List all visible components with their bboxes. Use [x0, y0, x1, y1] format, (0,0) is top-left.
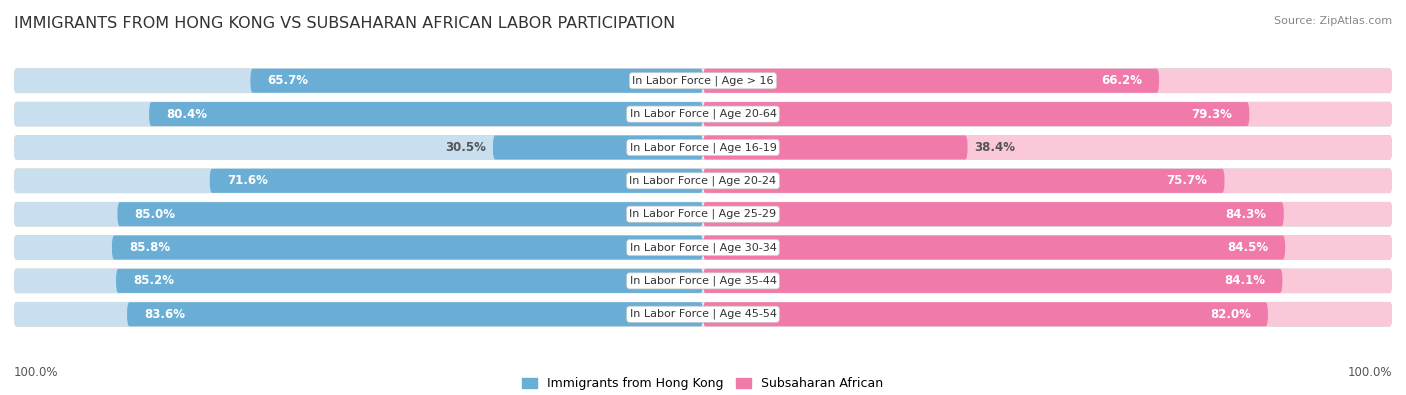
FancyBboxPatch shape	[703, 102, 1392, 126]
FancyBboxPatch shape	[14, 202, 703, 226]
Text: 83.6%: 83.6%	[145, 308, 186, 321]
FancyBboxPatch shape	[703, 135, 1392, 160]
FancyBboxPatch shape	[14, 102, 1392, 126]
FancyBboxPatch shape	[209, 169, 703, 193]
Text: In Labor Force | Age 30-34: In Labor Force | Age 30-34	[630, 242, 776, 253]
FancyBboxPatch shape	[703, 69, 1392, 93]
FancyBboxPatch shape	[703, 235, 1392, 260]
FancyBboxPatch shape	[703, 202, 1284, 226]
FancyBboxPatch shape	[14, 135, 703, 160]
FancyBboxPatch shape	[14, 269, 703, 293]
Text: IMMIGRANTS FROM HONG KONG VS SUBSAHARAN AFRICAN LABOR PARTICIPATION: IMMIGRANTS FROM HONG KONG VS SUBSAHARAN …	[14, 16, 675, 31]
Text: 82.0%: 82.0%	[1209, 308, 1251, 321]
Text: 84.5%: 84.5%	[1227, 241, 1268, 254]
Text: 66.2%: 66.2%	[1101, 74, 1142, 87]
FancyBboxPatch shape	[703, 69, 1159, 93]
Text: In Labor Force | Age 45-54: In Labor Force | Age 45-54	[630, 309, 776, 320]
Text: 100.0%: 100.0%	[1347, 366, 1392, 379]
FancyBboxPatch shape	[703, 235, 1285, 260]
FancyBboxPatch shape	[14, 235, 1392, 260]
FancyBboxPatch shape	[703, 302, 1268, 326]
Text: Source: ZipAtlas.com: Source: ZipAtlas.com	[1274, 16, 1392, 26]
FancyBboxPatch shape	[14, 169, 1392, 193]
FancyBboxPatch shape	[703, 102, 1250, 126]
FancyBboxPatch shape	[703, 169, 1392, 193]
Text: 100.0%: 100.0%	[14, 366, 59, 379]
Text: 85.8%: 85.8%	[129, 241, 170, 254]
Text: 38.4%: 38.4%	[974, 141, 1015, 154]
FancyBboxPatch shape	[14, 202, 1392, 226]
FancyBboxPatch shape	[703, 269, 1392, 293]
FancyBboxPatch shape	[703, 202, 1392, 226]
FancyBboxPatch shape	[149, 102, 703, 126]
Text: 30.5%: 30.5%	[446, 141, 486, 154]
FancyBboxPatch shape	[14, 69, 703, 93]
FancyBboxPatch shape	[703, 169, 1225, 193]
FancyBboxPatch shape	[14, 302, 1392, 326]
FancyBboxPatch shape	[117, 202, 703, 226]
FancyBboxPatch shape	[250, 69, 703, 93]
Text: In Labor Force | Age 35-44: In Labor Force | Age 35-44	[630, 276, 776, 286]
FancyBboxPatch shape	[14, 69, 1392, 93]
FancyBboxPatch shape	[14, 135, 1392, 160]
FancyBboxPatch shape	[112, 235, 703, 260]
Text: In Labor Force | Age 20-64: In Labor Force | Age 20-64	[630, 109, 776, 119]
Text: 75.7%: 75.7%	[1167, 174, 1208, 187]
FancyBboxPatch shape	[127, 302, 703, 326]
Text: In Labor Force | Age 20-24: In Labor Force | Age 20-24	[630, 175, 776, 186]
FancyBboxPatch shape	[703, 269, 1282, 293]
Legend: Immigrants from Hong Kong, Subsaharan African: Immigrants from Hong Kong, Subsaharan Af…	[517, 372, 889, 395]
Text: 71.6%: 71.6%	[226, 174, 267, 187]
FancyBboxPatch shape	[494, 135, 703, 160]
Text: 80.4%: 80.4%	[166, 107, 207, 120]
FancyBboxPatch shape	[703, 135, 967, 160]
FancyBboxPatch shape	[14, 235, 703, 260]
FancyBboxPatch shape	[14, 302, 703, 326]
Text: 84.1%: 84.1%	[1225, 275, 1265, 288]
Text: 65.7%: 65.7%	[267, 74, 308, 87]
Text: In Labor Force | Age > 16: In Labor Force | Age > 16	[633, 75, 773, 86]
Text: In Labor Force | Age 25-29: In Labor Force | Age 25-29	[630, 209, 776, 220]
FancyBboxPatch shape	[703, 302, 1392, 326]
FancyBboxPatch shape	[14, 169, 703, 193]
Text: 84.3%: 84.3%	[1226, 208, 1267, 221]
Text: 85.2%: 85.2%	[134, 275, 174, 288]
Text: 85.0%: 85.0%	[135, 208, 176, 221]
FancyBboxPatch shape	[14, 269, 1392, 293]
FancyBboxPatch shape	[14, 102, 703, 126]
FancyBboxPatch shape	[117, 269, 703, 293]
Text: In Labor Force | Age 16-19: In Labor Force | Age 16-19	[630, 142, 776, 153]
Text: 79.3%: 79.3%	[1191, 107, 1232, 120]
